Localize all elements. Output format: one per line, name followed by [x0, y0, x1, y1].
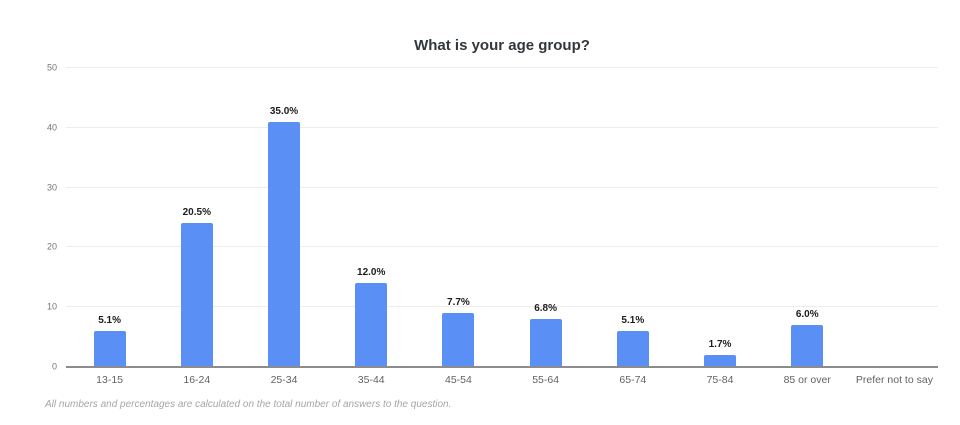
y-tick-label: 0: [51, 361, 57, 372]
bar: [268, 121, 300, 367]
chart-title: What is your age group?: [414, 37, 590, 54]
gridline: [66, 186, 938, 188]
bar-slot: 12.0%: [328, 68, 415, 367]
x-tick-label: Prefer not to say: [855, 374, 933, 386]
bar: [704, 355, 737, 367]
bar-value-label: 35.0%: [269, 105, 299, 117]
y-tick-label: 30: [46, 182, 57, 193]
x-tick-label: 85 or over: [783, 374, 831, 386]
bar: [791, 325, 824, 367]
bar-slot: 7.7%: [415, 68, 502, 367]
bar-slot: 5.1%: [589, 68, 676, 367]
bar-value-label: 6.8%: [534, 303, 558, 315]
bar-slot: [851, 68, 938, 367]
bar-slot: 5.1%: [66, 68, 153, 367]
bar: [355, 283, 388, 367]
gridline: [66, 67, 938, 68]
bar-slot: 6.8%: [502, 68, 589, 367]
x-tick-label: 55-64: [532, 374, 560, 386]
x-axis-line: [66, 366, 938, 368]
bar: [616, 331, 649, 367]
y-tick-label: 10: [46, 301, 57, 312]
x-tick-label: 35-44: [357, 374, 385, 386]
x-tick-label: 25-34: [270, 374, 298, 386]
bar: [180, 223, 213, 367]
bar-slot: 20.5%: [153, 68, 240, 367]
bar-value-label: 5.1%: [98, 315, 121, 327]
bar-value-label: 6.0%: [795, 309, 819, 321]
bar-value-label: 20.5%: [182, 207, 211, 219]
bar-slot: 35.0%: [240, 68, 327, 367]
gridline: [66, 306, 938, 308]
bar-slot: 6.0%: [764, 68, 851, 367]
bar-value-label: 7.7%: [447, 297, 470, 309]
gridline: [66, 246, 938, 248]
bar-value-label: 12.0%: [357, 267, 386, 279]
x-axis: 13-15 16-24 25-34 35-44 45-54 55-64 65-74 75-84…: [66, 374, 938, 386]
gridline: [66, 126, 938, 128]
x-tick-label: 75-84: [706, 374, 734, 386]
chart-footnote: All numbers and percentages are calculat…: [45, 399, 452, 410]
plot-area: 5.1% 20.5% 35.0% 12.0% 7.7% 6.8% 5.1% 1.7% 6.0%: [66, 67, 938, 368]
x-tick-label: 65-74: [619, 374, 647, 386]
bar-value-label: 1.7%: [708, 339, 732, 351]
y-tick-label: 50: [46, 62, 57, 73]
bar-value-label: 5.1%: [621, 315, 645, 327]
x-tick-label: 13-15: [96, 374, 124, 386]
bars-container: 5.1% 20.5% 35.0% 12.0% 7.7% 6.8% 5.1% 1.7% 6.0%: [66, 68, 938, 367]
y-tick-label: 40: [46, 122, 57, 133]
y-tick-label: 20: [46, 241, 57, 252]
x-tick-label: 16-24: [183, 374, 211, 386]
bar: [93, 331, 126, 367]
bar-slot: 1.7%: [676, 68, 763, 367]
bar: [529, 319, 562, 367]
y-axis: 0 10 20 30 40 50: [0, 63, 57, 371]
x-tick-label: 45-54: [444, 374, 472, 386]
bar: [442, 313, 475, 367]
